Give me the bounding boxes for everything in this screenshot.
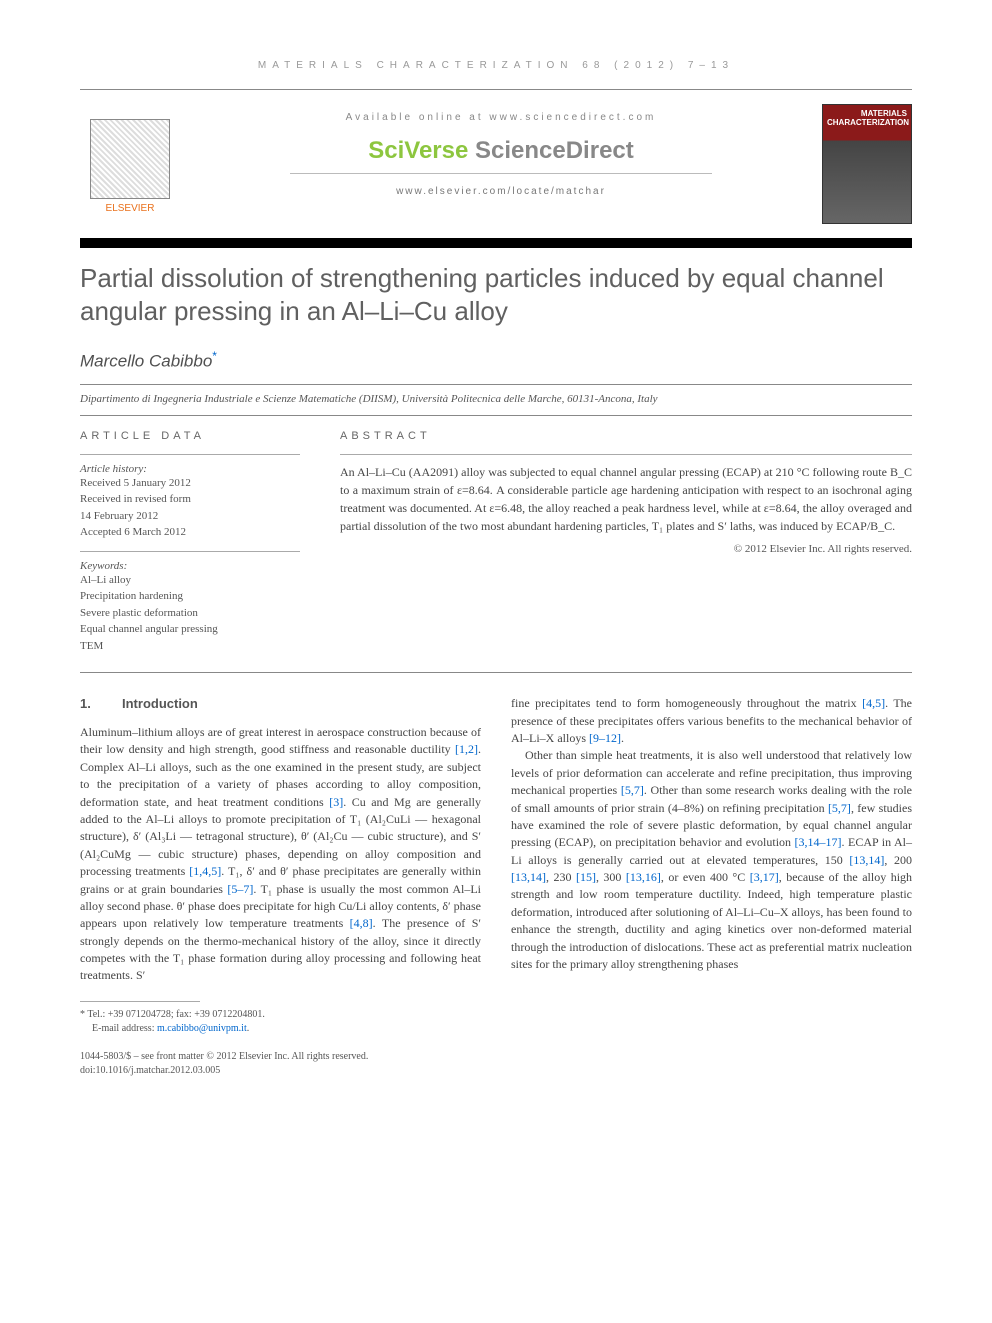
- r3: .: [621, 731, 624, 745]
- cover-title: MATERIALS CHARACTERIZATION: [827, 109, 909, 127]
- affil-rule: [80, 384, 912, 385]
- abstract-column: ABSTRACT An Al–Li–Cu (AA2091) alloy was …: [340, 430, 912, 655]
- section-number: 1.: [80, 695, 122, 714]
- keyword-1: Al–Li alloy: [80, 572, 300, 589]
- body-column-right: fine precipitates tend to form homogeneo…: [511, 695, 912, 1036]
- inner-rule-3: [340, 454, 912, 455]
- brand-prefix: SciVerse: [368, 137, 475, 164]
- history-received: Received 5 January 2012: [80, 475, 300, 492]
- keyword-4: Equal channel angular pressing: [80, 621, 300, 638]
- center-header: Available online at www.sciencedirect.co…: [200, 104, 802, 197]
- ref-link-11[interactable]: [13,14]: [849, 853, 884, 867]
- ref-link-13[interactable]: [15]: [576, 870, 596, 884]
- ref-link-12[interactable]: [13,14]: [511, 870, 546, 884]
- history-label: Article history:: [80, 463, 300, 475]
- black-divider-bar: [80, 238, 912, 248]
- intro-paragraph-1-cont: fine precipitates tend to form homogeneo…: [511, 695, 912, 747]
- keyword-2: Precipitation hardening: [80, 588, 300, 605]
- journal-header: ELSEVIER Available online at www.science…: [80, 104, 912, 224]
- keyword-3: Severe plastic deformation: [80, 605, 300, 622]
- running-head: MATERIALS CHARACTERIZATION 68 (2012) 7–1…: [80, 60, 912, 71]
- ref-link-8[interactable]: [5,7]: [621, 783, 644, 797]
- top-rule: [80, 89, 912, 90]
- section-1-heading: 1.Introduction: [80, 695, 481, 714]
- t1: Aluminum–lithium alloys are of great int…: [80, 725, 481, 756]
- sciverse-brand: SciVerse ScienceDirect: [200, 137, 802, 165]
- elsevier-tree-icon: [90, 119, 170, 199]
- brand-suffix: ScienceDirect: [475, 137, 634, 164]
- email-link[interactable]: m.cabibbo@univpm.it: [157, 1023, 247, 1034]
- history-revised-2: 14 February 2012: [80, 508, 300, 525]
- ref-link-1[interactable]: [1,2]: [455, 742, 478, 756]
- ref-link-14[interactable]: [13,16]: [626, 870, 661, 884]
- body-columns: 1.Introduction Aluminum–lithium alloys a…: [80, 695, 912, 1036]
- inner-rule-1: [80, 454, 300, 455]
- email-label: E-mail address:: [92, 1023, 157, 1034]
- section-title: Introduction: [122, 696, 198, 711]
- metadata-row: ARTICLE DATA Article history: Received 5…: [80, 415, 912, 674]
- author-name: Marcello Cabibbo: [80, 352, 212, 371]
- intro-paragraph-2: Other than simple heat treatments, it is…: [511, 747, 912, 973]
- affiliation: Dipartimento di Ingegneria Industriale e…: [80, 393, 912, 405]
- brand-rule: [290, 173, 711, 174]
- history-accepted: Accepted 6 March 2012: [80, 524, 300, 541]
- footnote-rule: [80, 1001, 200, 1002]
- r9: , 230: [546, 870, 576, 884]
- article-data-column: ARTICLE DATA Article history: Received 5…: [80, 430, 300, 655]
- doi-line: doi:10.1016/j.matchar.2012.03.005: [80, 1064, 912, 1078]
- keywords-label: Keywords:: [80, 560, 300, 572]
- r10: , 300: [596, 870, 626, 884]
- email-suffix: .: [247, 1023, 250, 1034]
- front-matter-line: 1044-5803/$ – see front matter © 2012 El…: [80, 1050, 912, 1064]
- ref-link-9[interactable]: [5,7]: [828, 801, 851, 815]
- email-footnote: E-mail address: m.cabibbo@univpm.it.: [80, 1022, 481, 1036]
- author-line: Marcello Cabibbo*: [80, 349, 912, 372]
- inner-rule-2: [80, 551, 300, 552]
- available-online: Available online at www.sciencedirect.co…: [200, 112, 802, 123]
- corresponding-footnote: * Tel.: +39 071204728; fax: +39 07122048…: [80, 1008, 481, 1022]
- doi-block: 1044-5803/$ – see front matter © 2012 El…: [80, 1050, 912, 1078]
- corresponding-marker: *: [212, 349, 217, 363]
- abstract-text: An Al–Li–Cu (AA2091) alloy was subjected…: [340, 463, 912, 535]
- ref-link-7[interactable]: [9–12]: [589, 731, 621, 745]
- body-column-left: 1.Introduction Aluminum–lithium alloys a…: [80, 695, 481, 1036]
- history-revised-1: Received in revised form: [80, 491, 300, 508]
- r12: , because of the alloy high strength and…: [511, 870, 912, 971]
- journal-cover-thumbnail: MATERIALS CHARACTERIZATION: [822, 104, 912, 224]
- ref-link-2[interactable]: [3]: [329, 795, 343, 809]
- ref-link-6[interactable]: [4,5]: [862, 696, 885, 710]
- intro-paragraph-1: Aluminum–lithium alloys are of great int…: [80, 724, 481, 985]
- ref-link-15[interactable]: [3,17]: [750, 870, 779, 884]
- article-data-heading: ARTICLE DATA: [80, 430, 300, 442]
- ref-link-3[interactable]: [1,4,5]: [189, 864, 221, 878]
- abstract-heading: ABSTRACT: [340, 430, 912, 442]
- abstract-copyright: © 2012 Elsevier Inc. All rights reserved…: [340, 543, 912, 555]
- r11: , or even 400 °C: [661, 870, 750, 884]
- article-title: Partial dissolution of strengthening par…: [80, 262, 912, 327]
- ref-link-4[interactable]: [5–7]: [227, 882, 253, 896]
- r1: fine precipitates tend to form homogeneo…: [511, 696, 862, 710]
- keyword-5: TEM: [80, 638, 300, 655]
- ref-link-5[interactable]: [4,8]: [350, 916, 373, 930]
- publisher-name: ELSEVIER: [106, 203, 155, 214]
- elsevier-logo: ELSEVIER: [80, 104, 180, 214]
- locate-url[interactable]: www.elsevier.com/locate/matchar: [200, 186, 802, 197]
- ref-link-10[interactable]: [3,14–17]: [795, 835, 842, 849]
- page-container: MATERIALS CHARACTERIZATION 68 (2012) 7–1…: [0, 0, 992, 1118]
- r8: , 200: [884, 853, 912, 867]
